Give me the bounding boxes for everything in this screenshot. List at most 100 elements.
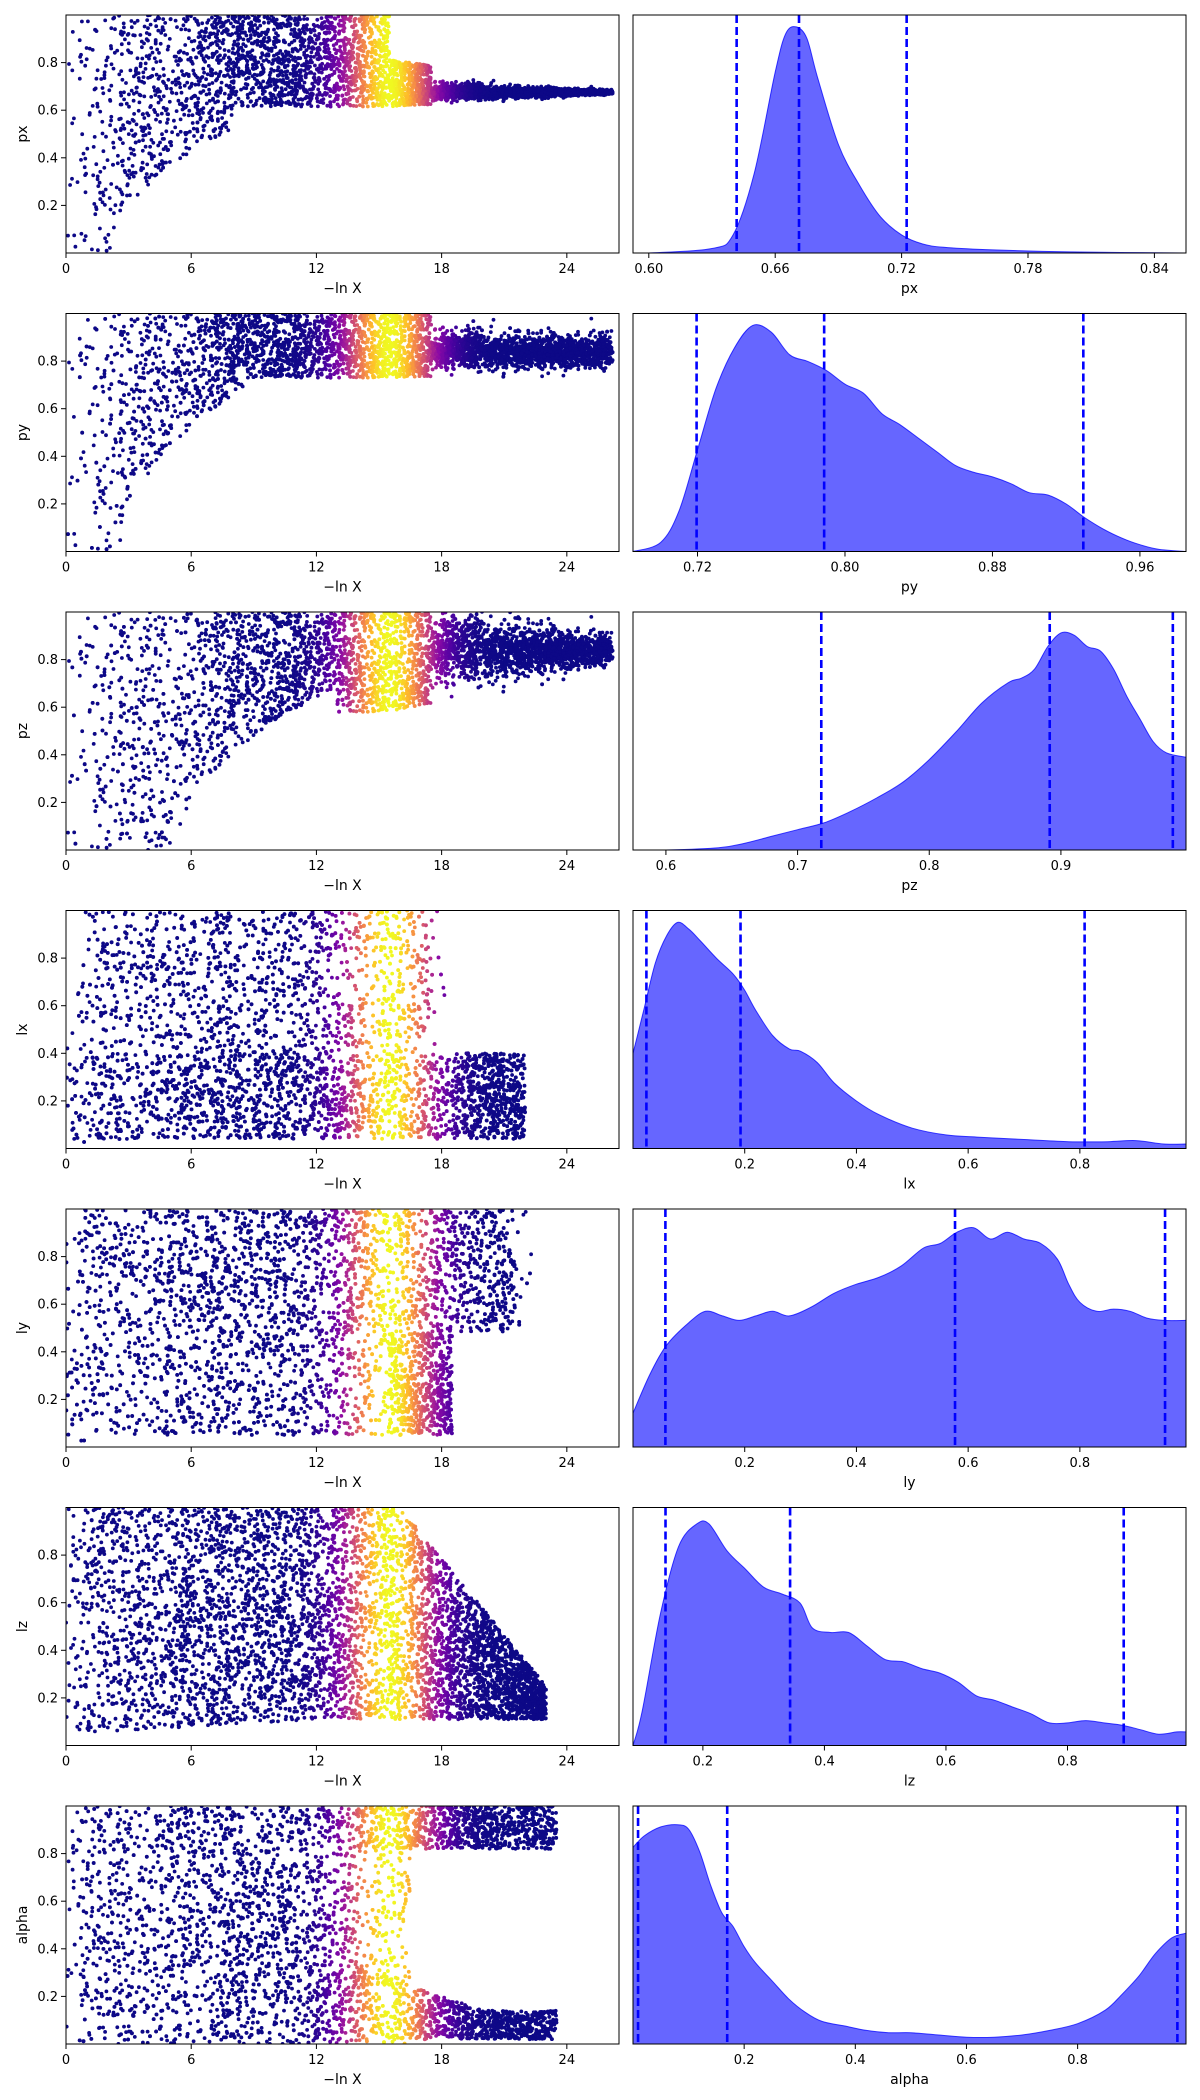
trace-point bbox=[582, 90, 587, 95]
trace-point bbox=[302, 68, 307, 73]
trace-point bbox=[229, 113, 234, 117]
trace-point bbox=[385, 28, 390, 33]
trace-point bbox=[304, 94, 309, 99]
trace-point bbox=[320, 93, 325, 97]
trace-point bbox=[211, 31, 216, 36]
trace-point bbox=[387, 98, 392, 103]
trace-point bbox=[201, 58, 206, 62]
trace-point bbox=[164, 160, 168, 165]
trace-point bbox=[210, 51, 215, 56]
trace-point bbox=[220, 31, 224, 35]
trace-point bbox=[117, 117, 122, 122]
trace-point bbox=[546, 84, 551, 89]
trace-point bbox=[226, 15, 231, 19]
trace-point bbox=[288, 71, 293, 76]
trace-point bbox=[144, 172, 149, 176]
trace-point bbox=[299, 37, 304, 42]
trace-point bbox=[516, 93, 521, 98]
trace-point bbox=[308, 35, 312, 40]
trace-point bbox=[416, 82, 421, 87]
trace-point bbox=[245, 59, 250, 64]
trace-point bbox=[361, 38, 365, 43]
trace-point bbox=[228, 75, 233, 79]
trace-point bbox=[416, 69, 421, 73]
trace-point bbox=[198, 40, 202, 45]
trace-point bbox=[283, 23, 287, 28]
trace-point bbox=[109, 26, 114, 31]
trace-point bbox=[473, 91, 478, 96]
trace-point bbox=[288, 102, 293, 106]
trace-point bbox=[153, 93, 158, 97]
trace-point bbox=[118, 102, 123, 107]
trace-point bbox=[456, 84, 460, 89]
trace-point bbox=[506, 85, 511, 89]
trace-point bbox=[93, 27, 97, 32]
trace-point bbox=[379, 32, 384, 37]
trace-point bbox=[315, 17, 320, 22]
trace-point bbox=[422, 63, 427, 68]
trace-point bbox=[103, 18, 108, 23]
trace-point bbox=[117, 136, 122, 141]
trace-point bbox=[347, 75, 351, 80]
trace-point bbox=[347, 64, 352, 69]
trace-point bbox=[345, 84, 350, 89]
trace-point bbox=[83, 156, 88, 161]
trace-point bbox=[196, 96, 201, 101]
trace-point bbox=[128, 68, 133, 73]
trace-point bbox=[351, 103, 356, 108]
trace-point bbox=[145, 162, 150, 167]
trace-point bbox=[268, 70, 273, 75]
trace-point bbox=[95, 174, 100, 179]
trace-point bbox=[124, 101, 129, 106]
trace-point bbox=[94, 76, 99, 81]
trace-point bbox=[358, 60, 362, 64]
trace-point bbox=[235, 25, 240, 30]
trace-point bbox=[101, 193, 106, 198]
trace-point bbox=[517, 84, 522, 88]
trace-point bbox=[445, 81, 450, 85]
trace-point bbox=[235, 43, 240, 48]
trace-point bbox=[83, 190, 88, 195]
trace-point bbox=[131, 148, 136, 152]
trace-point bbox=[201, 124, 206, 129]
trace-point bbox=[207, 99, 212, 103]
trace-point bbox=[273, 96, 278, 101]
trace-point bbox=[136, 108, 141, 113]
trace-point bbox=[270, 18, 274, 23]
trace-point bbox=[98, 169, 103, 174]
trace-point bbox=[402, 87, 407, 91]
trace-point bbox=[310, 45, 315, 49]
trace-point bbox=[182, 17, 186, 21]
trace-point bbox=[84, 171, 88, 176]
trace-point bbox=[266, 97, 271, 102]
trace-point bbox=[139, 168, 144, 173]
trace-point bbox=[171, 69, 175, 74]
trace-point bbox=[304, 59, 309, 64]
trace-point bbox=[474, 95, 478, 99]
trace-point bbox=[237, 74, 241, 79]
trace-point bbox=[361, 63, 366, 68]
trace-point bbox=[191, 68, 196, 73]
trace-point bbox=[369, 79, 374, 84]
trace-point bbox=[241, 37, 246, 42]
trace-point bbox=[400, 75, 404, 80]
trace-point bbox=[354, 79, 359, 83]
trace-point bbox=[264, 30, 269, 35]
trace-point bbox=[341, 98, 346, 102]
trace-point bbox=[417, 91, 421, 96]
trace-point bbox=[161, 67, 166, 71]
trace-point bbox=[216, 109, 220, 114]
trace-point bbox=[126, 48, 130, 53]
trace-point bbox=[218, 46, 222, 50]
trace-point bbox=[218, 130, 223, 135]
trace-point bbox=[127, 193, 132, 198]
trace-point bbox=[302, 50, 307, 55]
trace-point bbox=[279, 25, 284, 30]
trace-point bbox=[121, 141, 125, 146]
trace-point bbox=[370, 48, 375, 53]
trace-point bbox=[174, 59, 179, 63]
trace-point bbox=[361, 87, 365, 92]
trace-point bbox=[377, 58, 382, 63]
trace-point bbox=[155, 47, 160, 52]
trace-point bbox=[119, 190, 124, 195]
